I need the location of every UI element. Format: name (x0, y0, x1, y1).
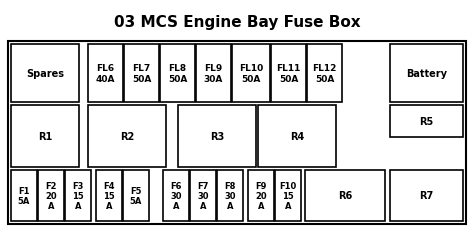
Bar (196, 45, 231, 103)
Bar (88, 45, 123, 103)
Bar (65, 170, 91, 221)
Text: F6
30
A: F6 30 A (170, 181, 182, 210)
Text: FL8
50A: FL8 50A (168, 64, 187, 83)
Text: FL11
50A: FL11 50A (276, 64, 301, 83)
Text: R7: R7 (419, 191, 434, 201)
Bar (258, 106, 336, 167)
Text: F2
20
A: F2 20 A (45, 181, 57, 210)
Text: FL9
30A: FL9 30A (204, 64, 223, 83)
Bar (11, 45, 79, 103)
Bar (275, 170, 301, 221)
Bar (305, 170, 385, 221)
Bar (307, 45, 342, 103)
Bar (248, 170, 274, 221)
Text: R3: R3 (210, 131, 224, 141)
Bar (88, 106, 166, 167)
Text: F3
15
A: F3 15 A (72, 181, 84, 210)
Text: R2: R2 (120, 131, 134, 141)
Text: F8
30
A: F8 30 A (224, 181, 236, 210)
Text: FL6
40A: FL6 40A (96, 64, 115, 83)
Text: Battery: Battery (406, 69, 447, 79)
Bar (190, 170, 216, 221)
Text: 03 MCS Engine Bay Fuse Box: 03 MCS Engine Bay Fuse Box (114, 14, 360, 29)
Text: F1
5A: F1 5A (18, 186, 30, 205)
Bar (8, 42, 466, 224)
Text: F9
20
A: F9 20 A (255, 181, 267, 210)
Bar (11, 106, 79, 167)
Bar (178, 106, 256, 167)
Text: R6: R6 (338, 191, 352, 201)
Text: R4: R4 (290, 131, 304, 141)
Text: F10
15
A: F10 15 A (279, 181, 297, 210)
Bar (271, 45, 306, 103)
Text: R1: R1 (38, 131, 52, 141)
Bar (163, 170, 189, 221)
Bar (390, 45, 463, 103)
Bar (38, 170, 64, 221)
Bar (160, 45, 195, 103)
Text: F7
30
A: F7 30 A (197, 181, 209, 210)
Bar (232, 45, 270, 103)
Bar (11, 170, 37, 221)
Bar (96, 170, 122, 221)
Bar (390, 106, 463, 137)
Text: Spares: Spares (26, 69, 64, 79)
Bar (390, 170, 463, 221)
Text: FL10
50A: FL10 50A (239, 64, 263, 83)
Bar (217, 170, 243, 221)
Text: F5
5A: F5 5A (130, 186, 142, 205)
Text: FL7
50A: FL7 50A (132, 64, 151, 83)
Text: F4
15
A: F4 15 A (103, 181, 115, 210)
Bar (124, 45, 159, 103)
Text: FL12
50A: FL12 50A (312, 64, 337, 83)
Text: R5: R5 (419, 116, 434, 126)
Bar (123, 170, 149, 221)
